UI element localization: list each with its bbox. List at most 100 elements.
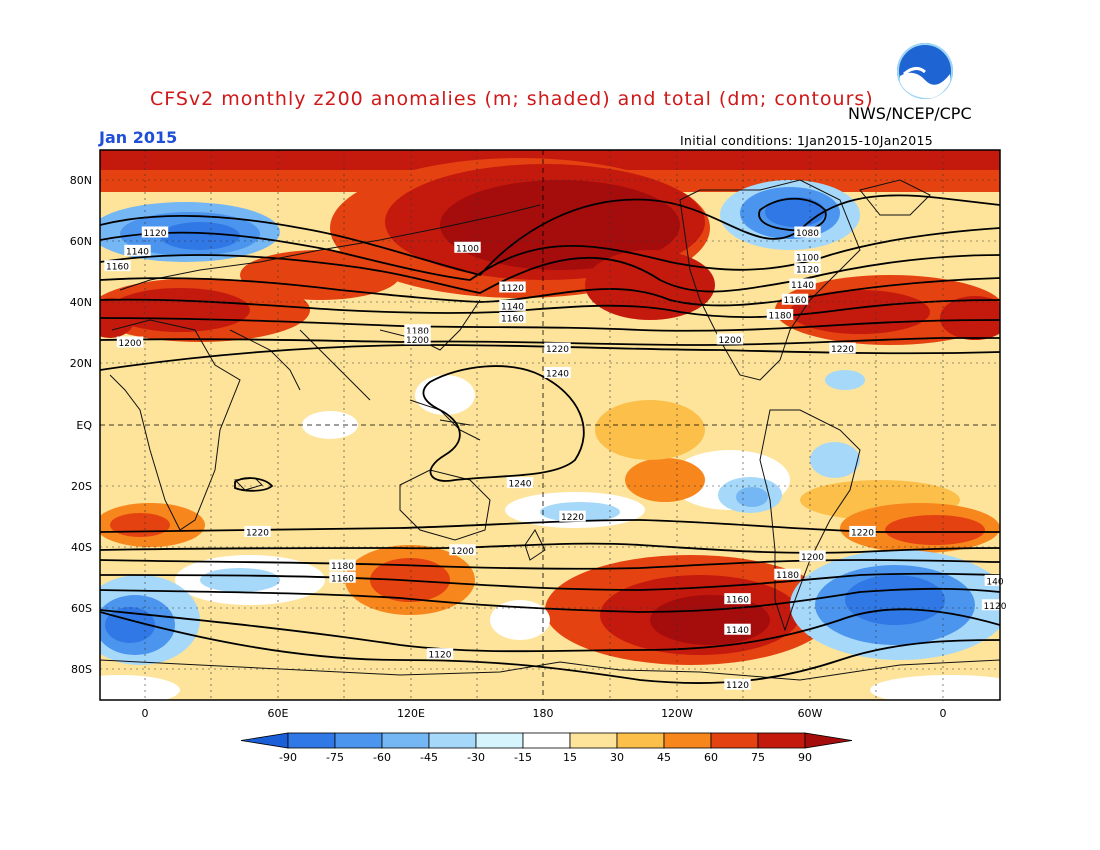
colorbar-swatch bbox=[381, 732, 430, 749]
colorbar: -90 -75 -60 -45 -30 -15 15 30 45 60 75 90 bbox=[240, 732, 853, 764]
lon-label: 120E bbox=[397, 707, 425, 720]
contour-label: 1120 bbox=[501, 284, 524, 294]
contour-label: 1180 bbox=[776, 571, 799, 581]
contour-label-box bbox=[506, 477, 534, 489]
lon-label: 180 bbox=[533, 707, 554, 720]
contour-label-box bbox=[724, 678, 751, 690]
colorbar-swatch bbox=[569, 732, 618, 749]
contour-label: 1180 bbox=[769, 312, 792, 322]
colorbar-label: 45 bbox=[657, 751, 671, 764]
reference-lines bbox=[100, 150, 1000, 700]
lon-label: 60W bbox=[798, 707, 823, 720]
colorbar-swatch bbox=[757, 732, 806, 749]
lat-label: 20S bbox=[71, 480, 92, 493]
graticule bbox=[100, 150, 1000, 700]
lon-label: 0 bbox=[940, 707, 947, 720]
anomaly-shading bbox=[100, 150, 1000, 700]
map-frame bbox=[99, 149, 1001, 701]
contour-label-box bbox=[724, 593, 751, 605]
contour-label: 1080 bbox=[796, 229, 819, 239]
contour-label-box bbox=[766, 309, 794, 320]
latitude-axis: 80N 60N 40N 20N EQ 20S 40S 60S 80S bbox=[70, 174, 93, 676]
contour-label-box bbox=[789, 278, 816, 290]
contour-label-box bbox=[716, 333, 744, 345]
contour-label-box bbox=[329, 559, 356, 571]
contour-label: 1120 bbox=[984, 602, 1007, 612]
contour-label-box bbox=[799, 550, 826, 562]
contour-label: 1120 bbox=[796, 266, 819, 276]
contour-label: 1200 bbox=[406, 336, 429, 346]
contour-label: 1140 bbox=[501, 302, 524, 312]
contour-label-box bbox=[329, 571, 356, 583]
contour-label: 1160 bbox=[331, 574, 354, 584]
contour-label-box bbox=[116, 336, 144, 348]
contour-label-box bbox=[794, 250, 821, 262]
chart-title: CFSv2 monthly z200 anomalies (m; shaded)… bbox=[150, 88, 874, 110]
contour-label-box bbox=[454, 241, 481, 253]
contour-label-box bbox=[404, 333, 431, 345]
contour-label-box bbox=[404, 324, 431, 336]
contour-label: 140 bbox=[986, 577, 1003, 587]
month-label: Jan 2015 bbox=[99, 128, 178, 147]
contour-label: 1160 bbox=[501, 315, 524, 325]
contour-label: 1220 bbox=[851, 528, 874, 538]
organization-label: NWS/NCEP/CPC bbox=[848, 104, 972, 123]
colorbar-label: -45 bbox=[420, 751, 438, 764]
contour-label: 1120 bbox=[726, 681, 749, 691]
contour-label: 1200 bbox=[719, 336, 742, 346]
contour-label-box bbox=[124, 244, 151, 256]
contour-label-box bbox=[781, 293, 809, 305]
contour-label: 1200 bbox=[801, 553, 824, 563]
colorbar-swatch bbox=[334, 732, 383, 749]
contour-label: 1200 bbox=[119, 339, 142, 349]
colorbar-swatch bbox=[710, 732, 759, 749]
lat-label: 80S bbox=[71, 663, 92, 676]
contour-label-box bbox=[794, 263, 821, 275]
contour-label-box bbox=[499, 312, 526, 324]
colorbar-label: -15 bbox=[514, 751, 532, 764]
lon-label: 60E bbox=[268, 707, 289, 720]
lat-label: 40N bbox=[70, 296, 92, 309]
colorbar-label: 60 bbox=[704, 751, 718, 764]
colorbar-high-triangle bbox=[804, 732, 853, 749]
contour-label: 1160 bbox=[784, 296, 807, 306]
contour-label: 1140 bbox=[791, 281, 814, 291]
contour-label: 1180 bbox=[406, 327, 429, 337]
colorbar-swatch bbox=[428, 732, 477, 749]
lat-label: 60N bbox=[70, 235, 92, 248]
contour-label-box bbox=[426, 648, 454, 660]
contour-label: 1240 bbox=[509, 480, 532, 490]
colorbar-swatch bbox=[663, 732, 712, 749]
contour-label: 1120 bbox=[429, 651, 452, 661]
colorbar-label: -75 bbox=[326, 751, 344, 764]
colorbar-label: 75 bbox=[751, 751, 765, 764]
contour-label-box bbox=[849, 525, 876, 537]
colorbar-label: 15 bbox=[563, 751, 577, 764]
contour-label-box bbox=[141, 226, 169, 238]
initial-conditions-label: Initial conditions: 1Jan2015-10Jan2015 bbox=[680, 133, 933, 148]
contour-label: 1240 bbox=[546, 370, 569, 380]
contour-label-box bbox=[774, 568, 801, 580]
colorbar-label: 30 bbox=[610, 751, 624, 764]
contour-label: 1220 bbox=[561, 513, 584, 523]
noaa-logo-icon bbox=[896, 42, 954, 100]
contour-label-box bbox=[724, 623, 751, 635]
colorbar-label: -90 bbox=[279, 751, 297, 764]
contour-label-box bbox=[794, 226, 821, 238]
longitude-axis: 0 60E 120E 180 120W 60W 0 bbox=[142, 707, 947, 720]
contour-label: 1220 bbox=[246, 528, 269, 538]
contour-label: 1100 bbox=[796, 253, 819, 263]
colorbar-label: -60 bbox=[373, 751, 391, 764]
colorbar-swatch bbox=[475, 732, 524, 749]
contour-label-box bbox=[499, 281, 526, 293]
colorbar-swatch bbox=[616, 732, 665, 749]
contour-label-box bbox=[544, 367, 571, 379]
contour-label: 1120 bbox=[144, 229, 167, 239]
lat-label: 60S bbox=[71, 602, 92, 615]
contour-label: 1200 bbox=[451, 547, 474, 557]
colorbar-label: 90 bbox=[798, 751, 812, 764]
contour-label: 1100 bbox=[456, 244, 479, 254]
contour-label-box bbox=[499, 299, 526, 311]
contour-label: 1220 bbox=[831, 345, 854, 355]
